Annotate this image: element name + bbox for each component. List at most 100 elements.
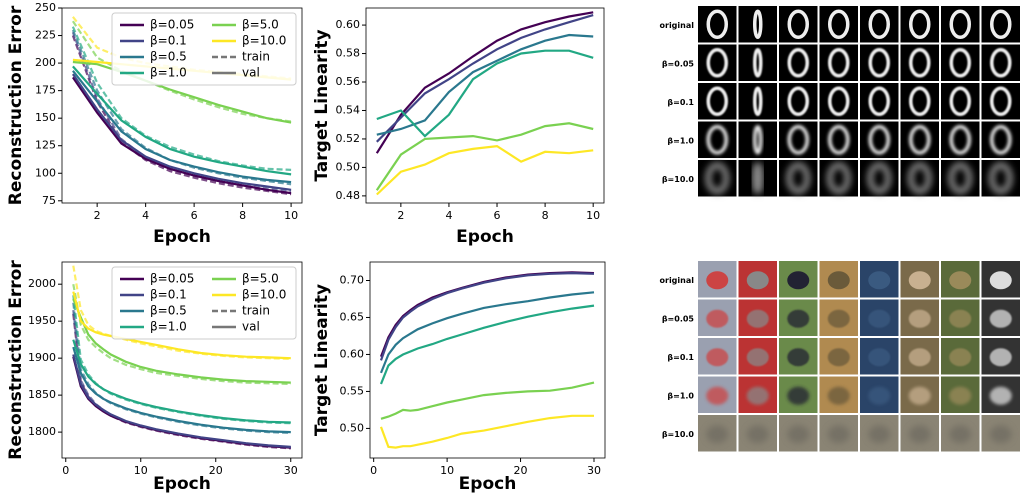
digit-stroke [787,86,809,116]
image-cell [941,83,980,120]
image-cell [738,160,777,197]
image-cell [900,338,939,375]
x-tick-label: 10 [440,464,454,477]
image-cell [900,299,939,336]
row-label: β=1.0 [667,391,694,400]
image-blob [989,271,1012,290]
legend-label: β=5.0 [242,272,279,286]
legend-label: val [242,66,260,80]
digit-stroke [990,9,1012,39]
legend-label: train [242,304,270,318]
digit-stroke [828,9,850,39]
image-cell [860,83,899,120]
image-blob [949,309,972,328]
image-blob [908,425,931,444]
line [376,49,594,138]
image-blob [787,386,810,405]
image-cell [981,83,1020,120]
image-cell [779,261,818,298]
y-tick-label: 0.58 [336,47,361,60]
image-cell [860,261,899,298]
x-tick-label: 20 [209,464,223,477]
y-tick-label: 0.65 [340,310,365,323]
image-blob [989,348,1012,367]
image-cell [900,44,939,81]
y-tick-label: 0.60 [336,18,361,31]
y-tick-label: 1800 [28,425,56,438]
digit-stroke [909,9,931,39]
y-tick-label: 200 [35,56,56,69]
image-cell [981,376,1020,413]
y-tick-label: 0.52 [336,132,361,145]
image-cell [738,6,777,43]
plot-area [369,261,606,459]
image-cell [900,261,939,298]
image-cell [819,6,858,43]
x-tick-label: 10 [284,209,298,222]
line [379,304,595,385]
image-cell [900,376,939,413]
digit-stroke [828,48,850,78]
digit-stroke [753,86,763,116]
image-cell [738,121,777,158]
y-axis-label: Target Linearity [312,29,332,181]
digit-stroke [990,125,1012,155]
legend-label: β=10.0 [242,288,286,302]
image-blob [908,309,931,328]
image-cell [779,338,818,375]
digit-stroke [787,48,809,78]
legend-label: β=0.05 [150,272,194,286]
image-cell [819,338,858,375]
legend-label: β=0.5 [150,50,187,64]
image-cell [860,338,899,375]
image-cell [819,261,858,298]
image-blob [706,425,729,444]
image-cell [860,160,899,197]
y-tick-label: 0.56 [336,75,361,88]
digit-stroke [868,9,890,39]
image-cell [941,261,980,298]
digit-stroke [787,125,809,155]
image-blob [989,386,1012,405]
line [379,414,594,449]
line [375,11,594,154]
train-line [72,295,291,425]
image-cell [900,6,939,43]
image-cell [819,415,858,452]
x-tick-label: 10 [586,209,600,222]
digit-stroke [868,48,890,78]
image-blob [868,271,891,290]
line [71,73,292,191]
image-cell [819,160,858,197]
y-tick-label: 225 [35,29,56,42]
x-tick-label: 20 [514,464,528,477]
image-cell [900,83,939,120]
line [71,76,292,195]
line [380,381,595,420]
row-label: original [660,276,695,285]
image-cell [698,160,737,197]
image-cell [779,121,818,158]
digit-stroke [826,162,851,195]
line [375,122,594,191]
row-label: β=10.0 [662,175,695,184]
x-tick-label: 10 [134,464,148,477]
image-blob [949,425,972,444]
image-cell [941,121,980,158]
digit-stroke [751,162,764,195]
image-cell [738,338,777,375]
row-label: β=0.1 [667,353,694,362]
image-cell [941,44,980,81]
image-cell [900,160,939,197]
image-cell [698,44,737,81]
image-cell [738,44,777,81]
legend-label: β=5.0 [242,18,279,32]
x-tick-label: 6 [494,209,501,222]
row-label: β=0.05 [662,59,695,68]
digit-stroke [949,125,971,155]
image-blob [908,271,931,290]
legend-label: β=0.5 [150,304,187,318]
line [376,144,594,196]
x-tick-label: 4 [445,209,452,222]
line [72,354,291,448]
